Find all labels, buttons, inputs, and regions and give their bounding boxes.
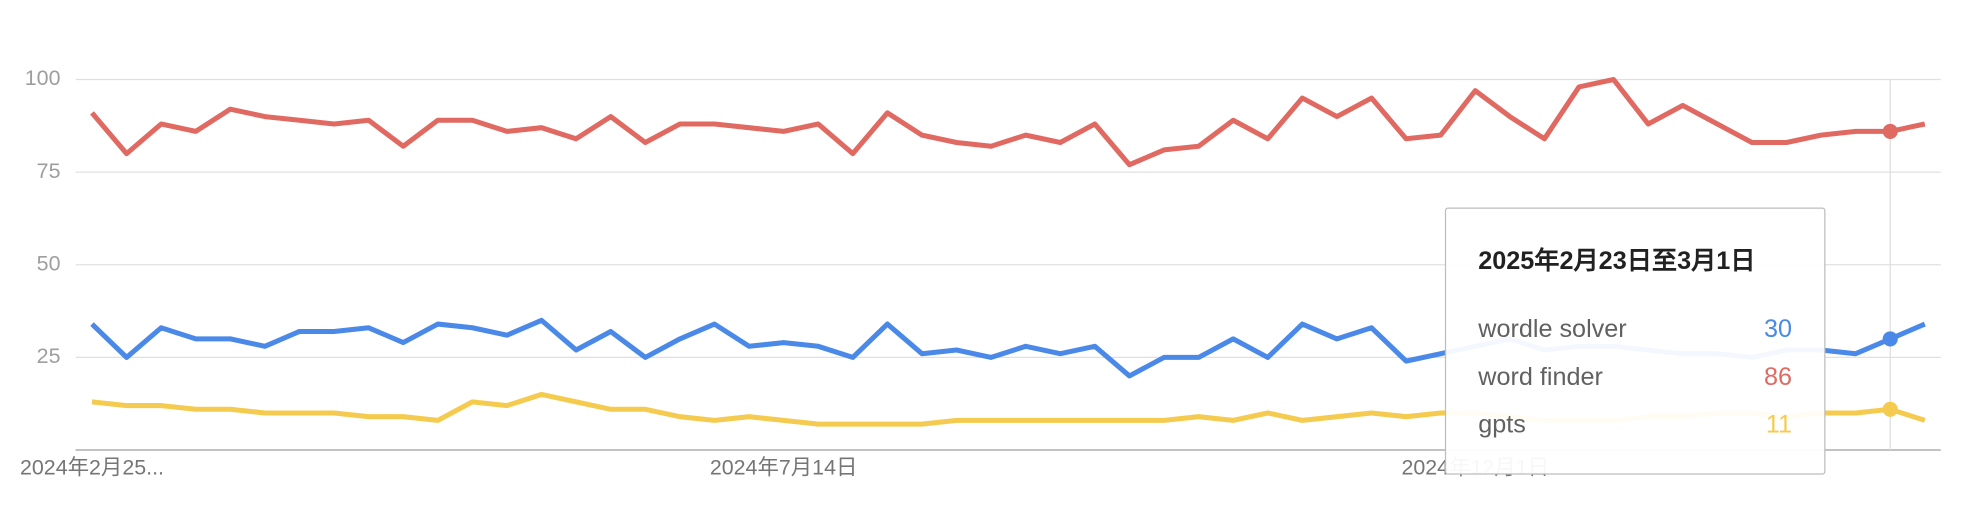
tooltip-series-name: wordle solver xyxy=(1477,315,1626,343)
x-tick-label: 2024年2月25... xyxy=(20,456,164,480)
tooltip-series-name: gpts xyxy=(1478,411,1526,439)
x-tick-label: 2024年7月14日 xyxy=(710,456,858,480)
y-tick-label: 75 xyxy=(37,159,61,183)
y-tick-label: 100 xyxy=(25,66,61,90)
tooltip: 2025年2月23日至3月1日 wordle solver 30 word finde… xyxy=(1444,207,1826,475)
y-tick-label: 25 xyxy=(37,344,61,368)
hover-dot xyxy=(1882,401,1898,417)
y-tick-label: 50 xyxy=(37,251,61,275)
tooltip-title: 2025年2月23日至3月1日 xyxy=(1478,246,1755,275)
tooltip-value: 11 xyxy=(1766,411,1792,439)
hover-dot xyxy=(1882,331,1898,347)
hover-dot xyxy=(1882,123,1898,139)
series-line xyxy=(90,77,1926,168)
tooltip-value: 86 xyxy=(1764,363,1792,391)
tooltip-value: 30 xyxy=(1764,315,1792,343)
tooltip-series-name: word finder xyxy=(1477,363,1603,391)
tooltip-box xyxy=(1444,207,1826,475)
